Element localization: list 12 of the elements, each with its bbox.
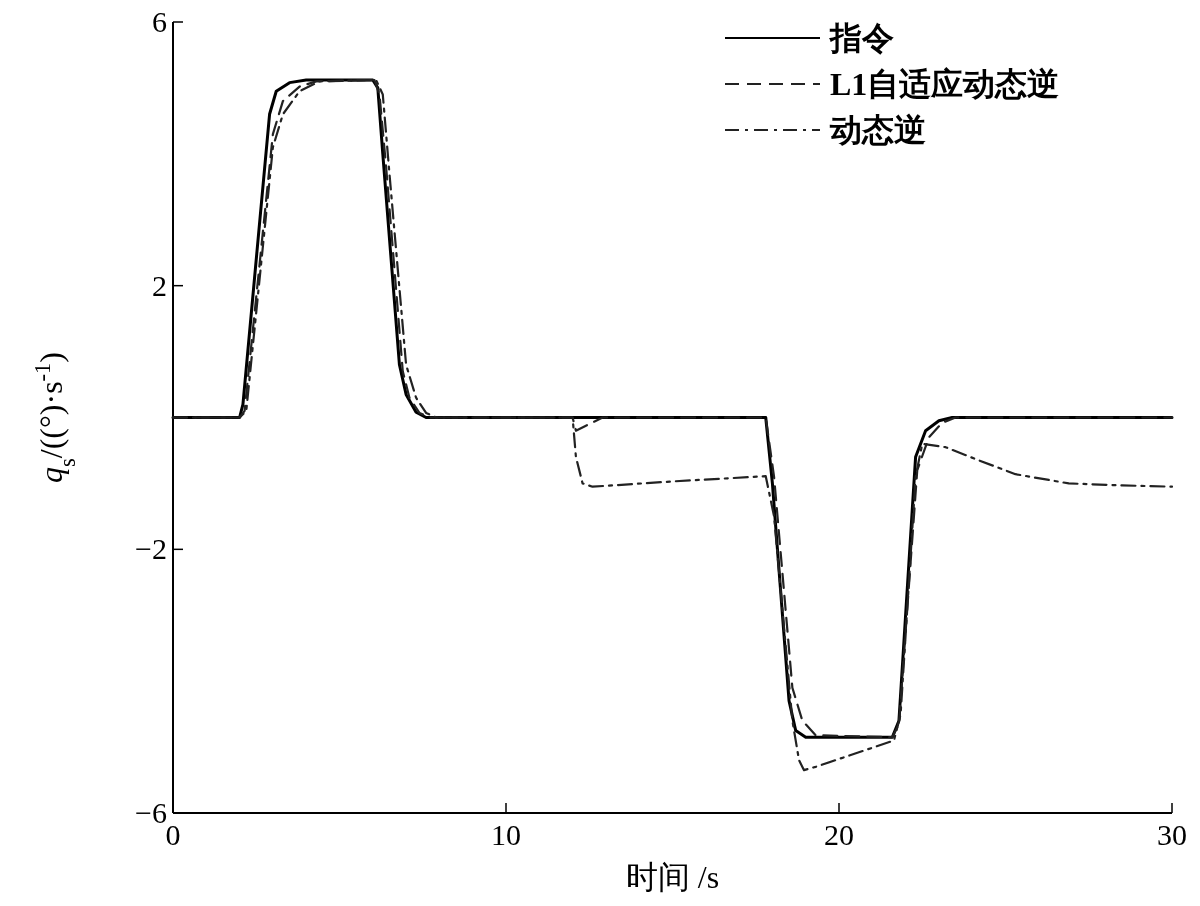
x-tick-label: 20 (824, 818, 854, 851)
x-tick-label: 0 (165, 818, 181, 851)
x-axis-title: 时间 /s (625, 859, 720, 895)
legend-label: L1自适应动态逆 (830, 66, 1060, 102)
y-tick-label: 6 (152, 5, 167, 38)
y-tick-label: −2 (135, 532, 167, 566)
x-tick-label: 30 (1157, 818, 1187, 851)
x-tick-label: 10 (491, 818, 521, 851)
legend-label: 指令 (828, 20, 894, 56)
legend-label: 动态逆 (829, 112, 926, 148)
y-tick-label: 2 (152, 268, 167, 302)
y-tick-label: −6 (135, 796, 167, 829)
